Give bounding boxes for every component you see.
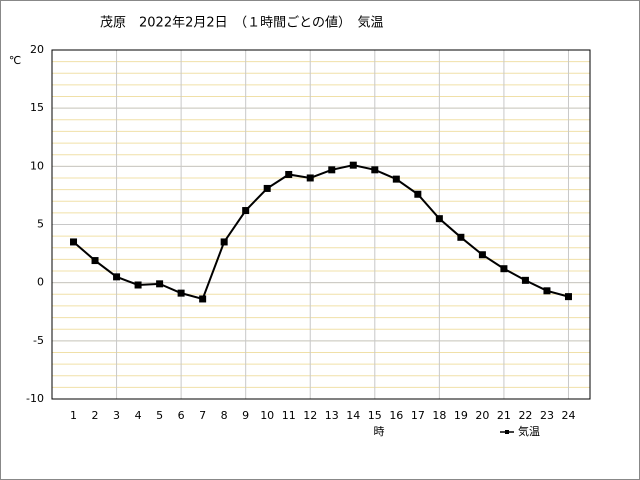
x-tick-label: 7: [199, 409, 206, 422]
y-tick-label: 15: [30, 101, 44, 114]
x-tick-label: 4: [135, 409, 142, 422]
marker: [285, 170, 293, 178]
x-tick-label: 14: [346, 409, 360, 422]
y-tick-label: 0: [37, 276, 44, 289]
marker: [435, 215, 443, 223]
marker: [263, 184, 271, 192]
x-tick-label: 1: [70, 409, 77, 422]
marker: [199, 295, 207, 303]
marker: [134, 281, 142, 289]
x-tick-label: 15: [368, 409, 382, 422]
y-tick-label: -5: [33, 334, 44, 347]
x-tick-label: 23: [540, 409, 554, 422]
marker: [156, 280, 164, 288]
x-tick-label: 16: [389, 409, 403, 422]
x-tick-label: 12: [303, 409, 317, 422]
x-tick-label: 2: [92, 409, 99, 422]
x-tick-label: 11: [282, 409, 296, 422]
marker: [521, 276, 529, 284]
marker: [220, 238, 228, 246]
x-tick-label: 3: [113, 409, 120, 422]
legend-label: 気温: [518, 424, 540, 438]
y-axis-label: ℃: [9, 54, 21, 67]
marker: [177, 289, 185, 297]
marker: [91, 257, 99, 265]
legend-marker: [505, 430, 509, 434]
x-tick-label: 17: [411, 409, 425, 422]
chart-title: 茂原 2022年2月2日 （１時間ごとの値） 気温: [100, 15, 384, 31]
x-tick-label: 20: [475, 409, 489, 422]
x-axis-label: 時: [374, 425, 385, 438]
marker: [543, 287, 551, 295]
marker: [500, 265, 508, 273]
marker: [457, 233, 465, 241]
marker: [392, 175, 400, 183]
marker: [70, 238, 78, 246]
marker: [564, 293, 572, 301]
marker: [306, 174, 314, 182]
x-tick-label: 22: [518, 409, 532, 422]
x-tick-label: 13: [325, 409, 339, 422]
x-tick-label: 10: [260, 409, 274, 422]
marker: [414, 190, 422, 198]
marker: [478, 251, 486, 259]
y-tick-label: 10: [30, 159, 44, 172]
x-tick-label: 21: [497, 409, 511, 422]
y-tick-label: 5: [37, 218, 44, 231]
marker: [349, 161, 357, 169]
x-tick-label: 19: [454, 409, 468, 422]
x-tick-label: 5: [156, 409, 163, 422]
marker: [242, 207, 250, 215]
line: [72, 164, 569, 301]
y-tick-label: -10: [26, 392, 44, 405]
marker: [113, 273, 121, 281]
x-tick-label: 6: [178, 409, 185, 422]
x-tick-label: 8: [221, 409, 228, 422]
marker: [371, 166, 379, 174]
x-tick-label: 9: [242, 409, 249, 422]
marker: [328, 166, 336, 174]
y-tick-label: 20: [30, 43, 44, 56]
plot-border: [51, 49, 591, 400]
x-tick-label: 18: [432, 409, 446, 422]
x-tick-label: 24: [561, 409, 575, 422]
